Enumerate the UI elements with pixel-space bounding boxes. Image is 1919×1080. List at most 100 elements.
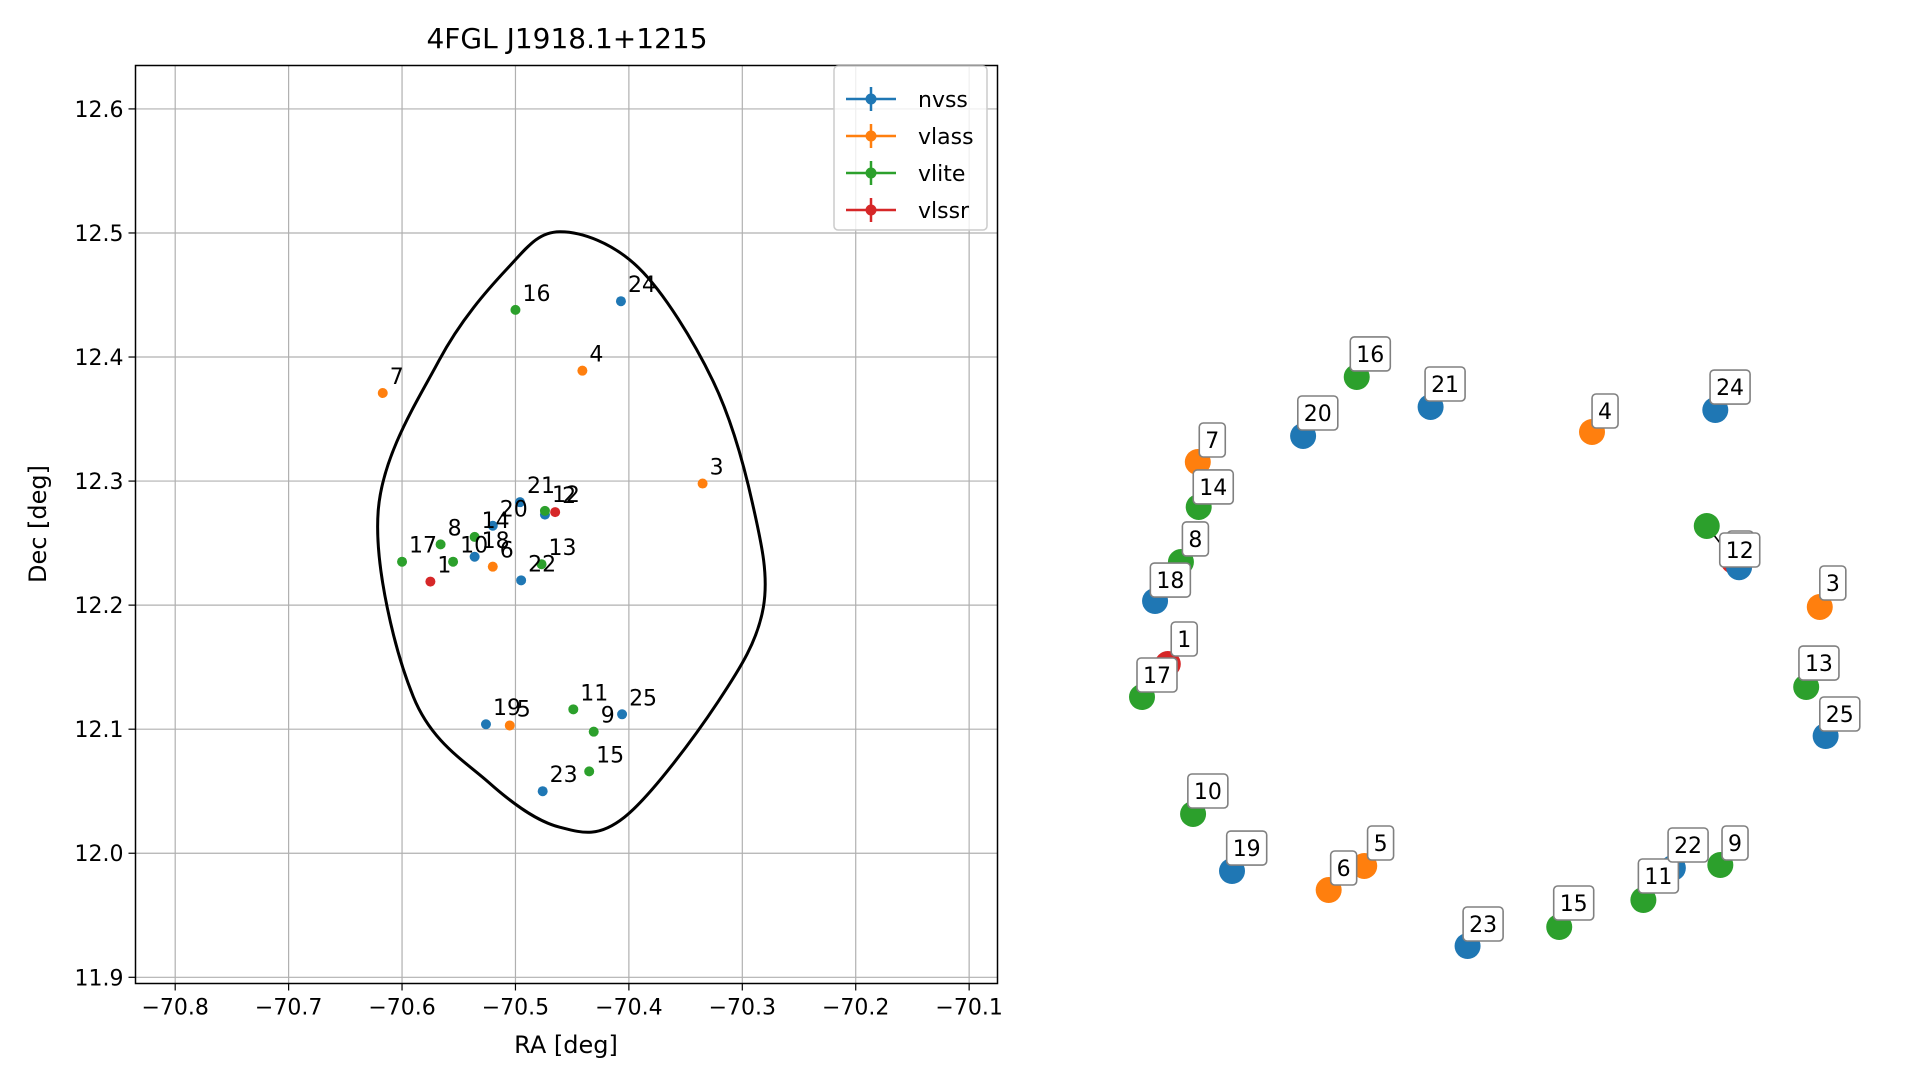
x-tick-label: −70.3 xyxy=(709,996,776,1021)
x-tick-label: −70.8 xyxy=(141,996,208,1021)
point-vlssr xyxy=(425,576,436,587)
point-nvss xyxy=(514,497,525,508)
point-label: 16 xyxy=(522,282,550,307)
point-label: 17 xyxy=(409,534,437,559)
legend-marker-dot xyxy=(865,93,877,105)
point-label: 19 xyxy=(493,696,521,721)
layout-point-vlite xyxy=(1693,512,1720,539)
label-box xyxy=(1819,565,1847,601)
layout-point-label: 22 xyxy=(1674,834,1702,859)
point-label: 23 xyxy=(550,763,578,788)
x-tick-label: −70.1 xyxy=(935,996,1002,1021)
point-label: 15 xyxy=(596,743,624,768)
layout-point-label: 21 xyxy=(1431,373,1459,398)
y-tick-label: 12.4 xyxy=(75,346,124,371)
point-label: 21 xyxy=(527,474,555,499)
point-nvss xyxy=(537,786,548,797)
point-label: 22 xyxy=(528,552,556,577)
layout-point-label: 14 xyxy=(1199,476,1227,501)
point-label: 9 xyxy=(601,704,615,729)
point-label: 3 xyxy=(710,456,724,481)
layout-point-label: 3 xyxy=(1826,572,1840,597)
point-vlite xyxy=(539,505,550,516)
layout-point-label: 5 xyxy=(1374,832,1388,857)
point-label: 14 xyxy=(482,509,510,534)
layout-point-label: 7 xyxy=(1205,429,1219,454)
point-label: 4 xyxy=(589,343,603,368)
label-box xyxy=(1181,521,1210,557)
point-label: 7 xyxy=(390,365,404,390)
point-nvss xyxy=(480,719,491,730)
x-tick-label: −70.7 xyxy=(255,996,322,1021)
legend-label: vlass xyxy=(918,125,974,150)
point-nvss xyxy=(615,296,626,307)
point-label: 6 xyxy=(500,539,514,564)
label-box xyxy=(1187,773,1229,809)
legend: nvss vlass vlite vlssr xyxy=(833,65,988,231)
x-tick-label: −70.2 xyxy=(822,996,889,1021)
y-axis-ticks: 11.9 12.0 12.1 12.2 12.3 12.4 12.5 12.6 xyxy=(75,98,136,991)
point-label: 13 xyxy=(549,536,577,561)
label-box xyxy=(1349,336,1392,372)
point-nvss xyxy=(516,575,527,586)
layout-point-label: 1 xyxy=(1177,628,1191,653)
label-box xyxy=(1297,395,1339,431)
plot-frame xyxy=(134,64,999,985)
y-tick-label: 12.0 xyxy=(75,842,124,867)
layout-point-label: 8 xyxy=(1188,528,1202,553)
point-label: 25 xyxy=(629,686,657,711)
label-box xyxy=(1591,393,1619,429)
point-vlass xyxy=(504,720,515,731)
point-vlite xyxy=(536,559,547,570)
layout-point-label: 12 xyxy=(1726,539,1754,564)
point-label: 18 xyxy=(482,529,510,554)
legend-label: nvss xyxy=(918,88,968,113)
x-axis-ticks: −70.8 −70.7 −70.6 −70.5 −70.4 −70.3 −70.2 −70.1 xyxy=(141,983,1003,1021)
y-tick-label: 12.5 xyxy=(75,222,124,247)
point-vlass xyxy=(487,561,498,572)
label-box xyxy=(1136,657,1178,693)
point-label: 20 xyxy=(500,498,528,523)
label-box xyxy=(1329,850,1358,886)
layout-point-label: 17 xyxy=(1143,664,1171,689)
legend-marker-dot xyxy=(865,130,877,142)
label-box xyxy=(1552,885,1595,921)
label-box xyxy=(1424,366,1466,402)
label-box xyxy=(1721,825,1749,861)
legend-marker-dot xyxy=(865,167,877,179)
point-vlite xyxy=(588,726,599,737)
x-axis-label: RA [deg] xyxy=(514,1031,618,1059)
legend-label: vlssr xyxy=(918,199,970,224)
point-vlass xyxy=(577,365,588,376)
scatter-panel: 4FGL J1918.1+1215 1819202122232425345678… xyxy=(24,22,1003,1059)
layout-point-label: 10 xyxy=(1194,780,1222,805)
point-vlite xyxy=(397,556,408,567)
label-box xyxy=(1192,469,1235,505)
y-axis-label: Dec [deg] xyxy=(24,465,52,583)
chart-title: 4FGL J1918.1+1215 xyxy=(426,22,707,55)
point-label: 12 xyxy=(552,483,580,508)
point-label: 11 xyxy=(580,681,608,706)
y-tick-label: 11.9 xyxy=(75,966,124,991)
layout-point-label: 18 xyxy=(1156,569,1184,594)
layout-point-label: 15 xyxy=(1560,892,1588,917)
x-tick-label: −70.6 xyxy=(368,996,435,1021)
label-box xyxy=(1667,827,1709,863)
point-label: 2 xyxy=(562,484,576,509)
label-box xyxy=(1225,830,1268,866)
point-vlite xyxy=(435,539,446,550)
ellipse-layer xyxy=(376,230,767,834)
label-box xyxy=(1149,562,1192,598)
point-labels: 1819202122232425345678910111213141516171… xyxy=(390,273,724,788)
label-layout-panel: 1234567891011121314151617181920212223242… xyxy=(1129,336,1861,960)
point-vlite xyxy=(510,304,521,315)
label-box xyxy=(1718,532,1761,568)
label-box xyxy=(1709,369,1751,405)
point-layer xyxy=(377,296,708,797)
label-box xyxy=(1819,696,1861,732)
layout-point-label: 25 xyxy=(1826,703,1854,728)
layout-point-label: 9 xyxy=(1728,832,1742,857)
point-label: 24 xyxy=(628,273,656,298)
point-vlite xyxy=(448,556,459,567)
